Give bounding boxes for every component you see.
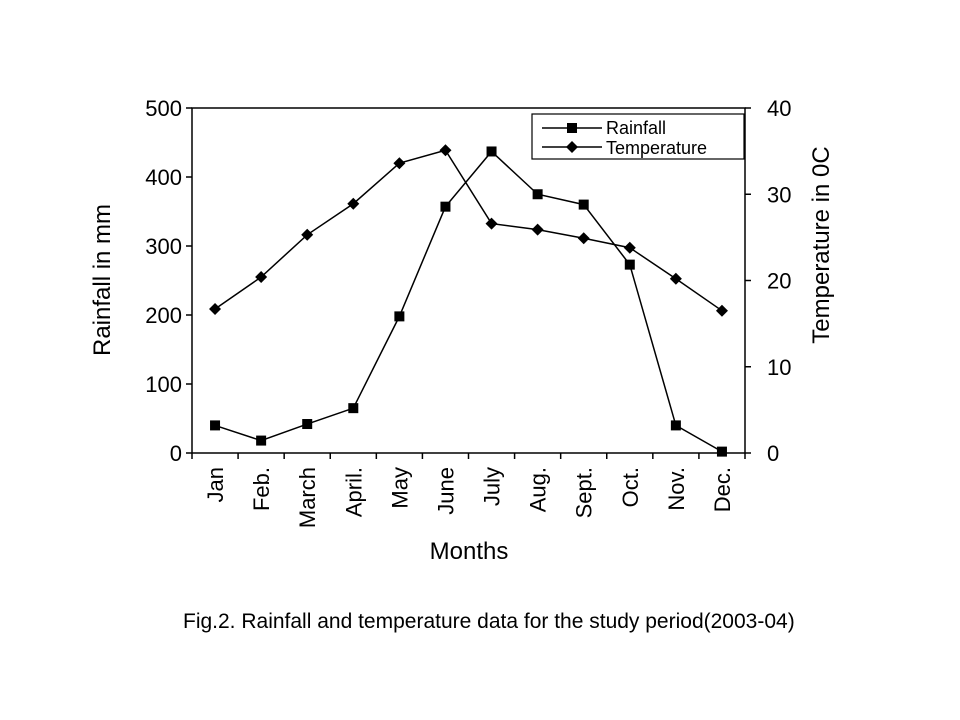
temperature-point: [347, 197, 360, 210]
x-tick-label: May: [387, 467, 412, 509]
right-tick-label: 10: [767, 355, 791, 380]
rainfall-point: [348, 403, 359, 414]
rainfall-point: [302, 419, 313, 430]
right-tick-label: 20: [767, 269, 791, 294]
rainfall-point: [624, 259, 635, 270]
rainfall-point: [716, 446, 727, 457]
temperature-point: [531, 223, 544, 236]
temperature-point: [209, 302, 222, 315]
rainfall-point: [440, 201, 451, 212]
x-tick-label: April.: [341, 467, 366, 517]
series-layer: [209, 144, 728, 457]
rainfall-point: [256, 435, 267, 446]
legend-rainfall-marker: [567, 123, 577, 133]
temperature-series-line: [214, 149, 723, 312]
right-tick-label: 40: [767, 96, 791, 121]
temperature-point: [301, 228, 314, 241]
left-tick-label: 200: [145, 303, 182, 328]
x-tick-label: Aug.: [526, 467, 551, 512]
left-tick-label: 0: [170, 441, 182, 466]
figure-caption: Fig.2. Rainfall and temperature data for…: [183, 610, 795, 633]
temperature-point: [255, 271, 268, 284]
rainfall-point: [486, 146, 497, 157]
rainfall-point: [394, 311, 405, 322]
legend-rainfall-label: Rainfall: [606, 118, 666, 138]
right-tick-label: 0: [767, 441, 779, 466]
x-tick-label: Oct.: [618, 467, 643, 507]
left-tick-label: 300: [145, 234, 182, 259]
rainfall-point: [670, 420, 681, 431]
y2-axis-title: Temperature in 0C: [808, 146, 835, 343]
x-tick-label: Jan: [203, 467, 228, 502]
left-tick-label: 500: [145, 96, 182, 121]
x-tick-label: Dec.: [710, 467, 735, 512]
temperature-point: [577, 232, 590, 245]
plot-area: [191, 107, 746, 454]
temperature-point: [715, 304, 728, 317]
temperature-point: [485, 217, 498, 230]
x-tick-label: June: [433, 467, 458, 515]
y-axis-title: Rainfall in mm: [89, 204, 116, 356]
x-tick-label: Sept.: [572, 467, 597, 518]
x-axis-title: Months: [430, 538, 509, 565]
x-tick-label: March: [295, 467, 320, 528]
rainfall-point: [578, 199, 589, 210]
right-axis-ticks: 0 10 20 30 40: [745, 96, 791, 466]
left-tick-label: 100: [145, 372, 182, 397]
right-tick-label: 30: [767, 182, 791, 207]
left-tick-label: 400: [145, 165, 182, 190]
x-tick-label: Nov.: [664, 467, 689, 511]
legend-box: [531, 113, 745, 160]
temperature-point: [439, 144, 452, 157]
legend-temperature-marker: [566, 141, 578, 153]
x-tick-label: Feb.: [249, 467, 274, 511]
left-axis-ticks: 0 100 200 300 400 500: [145, 96, 192, 466]
temperature-point: [623, 241, 636, 254]
legend-temperature-label: Temperature: [606, 138, 707, 158]
temperature-point: [669, 272, 682, 285]
temperature-point: [393, 157, 406, 170]
rainfall-point: [532, 189, 543, 200]
x-tick-label: July: [480, 467, 505, 506]
legend: Rainfall Temperature: [531, 113, 745, 160]
rainfall-series-line: [214, 150, 723, 453]
x-axis-ticks: Jan Feb. March April. May June July Aug. Sept. Oc…: [191, 453, 746, 528]
rainfall-point: [210, 420, 221, 431]
